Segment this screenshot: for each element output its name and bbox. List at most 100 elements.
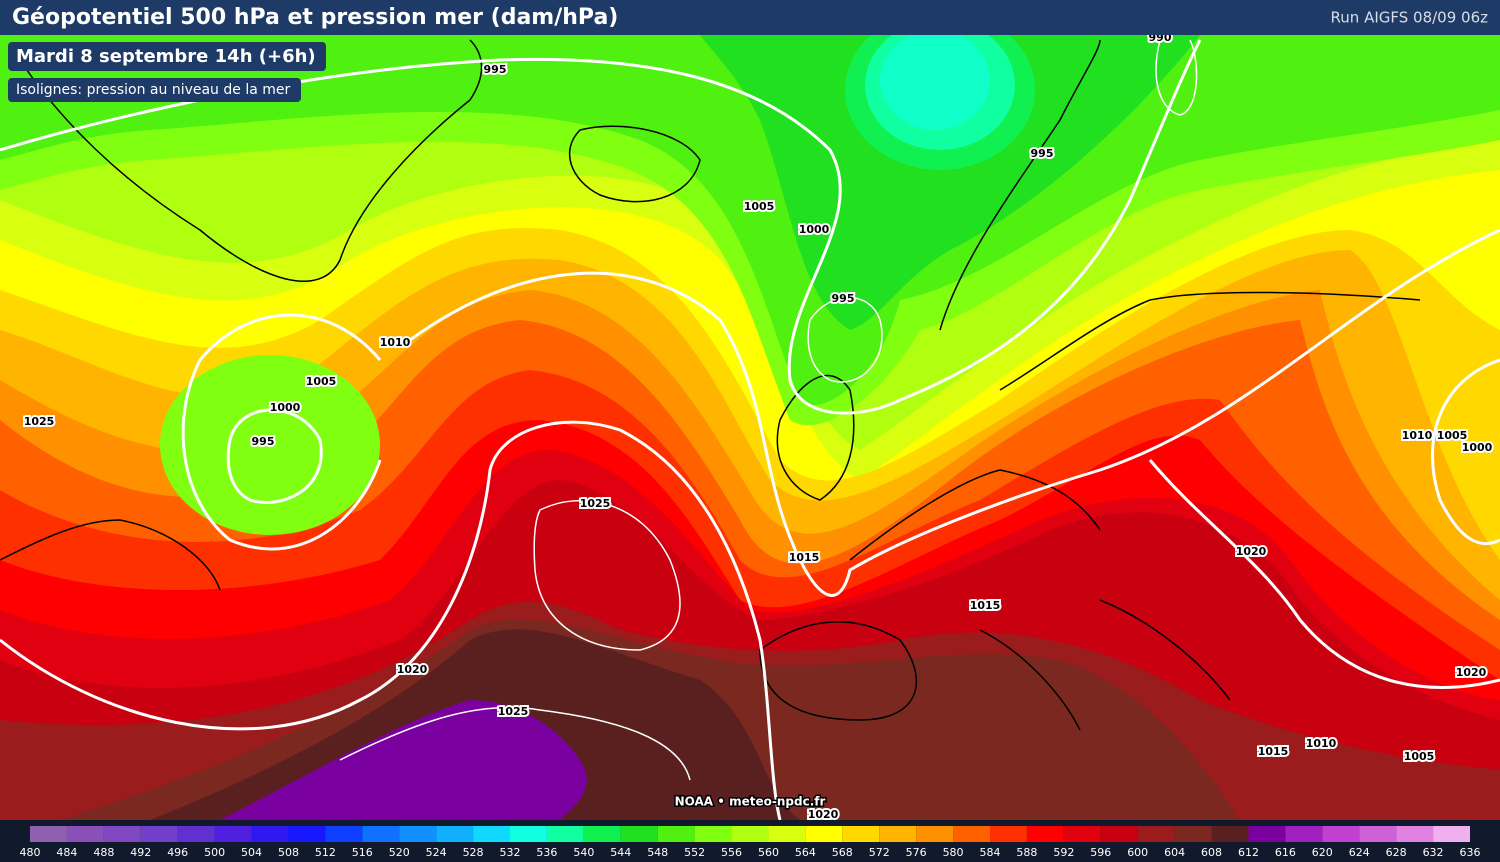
isobar-label: 1020 xyxy=(1236,545,1267,558)
colorbar-tick-label: 540 xyxy=(573,846,594,859)
colorbar-swatch xyxy=(879,826,917,842)
colorbar-tick-label: 492 xyxy=(130,846,151,859)
isobar-label: 1005 xyxy=(306,375,337,388)
field-band xyxy=(0,35,1500,406)
colorbar-tick-label: 516 xyxy=(352,846,373,859)
colorbar-swatch xyxy=(362,826,400,842)
colorbar-tick-label: 596 xyxy=(1090,846,1111,859)
colorbar-swatch xyxy=(990,826,1027,842)
field-band xyxy=(160,355,380,535)
run-label: Run AIGFS 08/09 06z xyxy=(1331,9,1489,27)
colorbar-tick-label: 508 xyxy=(278,846,299,859)
colorbar-tick-label: 512 xyxy=(315,846,336,859)
colorbar-tick-label: 616 xyxy=(1275,846,1296,859)
colorbar-tick-label: 608 xyxy=(1201,846,1222,859)
colorbar-swatch xyxy=(1359,826,1397,842)
field-band xyxy=(700,35,1200,330)
colorbar-tick-label: 628 xyxy=(1386,846,1407,859)
isobar-label: 995 xyxy=(252,435,275,448)
colorbar-swatch xyxy=(768,826,806,842)
colorbar-swatch xyxy=(1026,826,1064,842)
isobar-label: 1010 xyxy=(1402,429,1433,442)
colorbar-swatch xyxy=(694,826,732,842)
isolines-badge xyxy=(8,78,301,102)
isobar-label: 1010 xyxy=(380,336,411,349)
colorbar-swatch xyxy=(1248,826,1286,842)
colorbar-tick-label: 636 xyxy=(1460,846,1481,859)
colorbar-tick-label: 504 xyxy=(241,846,262,859)
colorbar-tick-label: 548 xyxy=(647,846,668,859)
isobar-label: 1025 xyxy=(580,497,611,510)
colorbar-swatch xyxy=(251,826,289,842)
colorbar-swatch xyxy=(1396,826,1434,842)
colorbar-tick-label: 604 xyxy=(1164,846,1185,859)
colorbar-swatch xyxy=(842,826,880,842)
isobars xyxy=(0,39,1500,821)
colorbar-swatch xyxy=(177,826,215,842)
colorbar-swatch xyxy=(436,826,474,842)
colorbar-tick-label: 520 xyxy=(389,846,410,859)
colorbar-tick-label: 560 xyxy=(758,846,779,859)
isobar-label: 1025 xyxy=(498,705,529,718)
colorbar-tick-label: 632 xyxy=(1423,846,1444,859)
coastline xyxy=(19,39,483,283)
colorbar-swatch xyxy=(288,826,326,842)
isobar-label: 995 xyxy=(832,292,855,305)
coastline xyxy=(569,125,701,203)
colorbar-tick-label: 524 xyxy=(426,846,447,859)
colorbar-tick-label: 544 xyxy=(610,846,631,859)
colorbar-swatch xyxy=(1137,826,1175,842)
colorbar: 480 484 488 492 496 500 504 508 512 516 520 524 528 5… xyxy=(20,826,1481,859)
isobar-label: 1005 xyxy=(1437,429,1468,442)
colorbar-swatch xyxy=(1174,826,1212,842)
colorbar-swatch xyxy=(916,826,954,842)
colorbar-tick-label: 532 xyxy=(500,846,521,859)
colorbar-swatch xyxy=(473,826,510,842)
colorbar-tick-label: 612 xyxy=(1238,846,1259,859)
colorbar-swatch xyxy=(546,826,584,842)
isobar-label: 1000 xyxy=(1462,441,1493,454)
colorbar-tick-label: 480 xyxy=(20,846,41,859)
coastline xyxy=(776,374,855,501)
isobar xyxy=(339,39,1198,781)
isobar-label: 1015 xyxy=(789,551,820,564)
colorbar-swatch xyxy=(1322,826,1360,842)
colorbar-swatch xyxy=(620,826,658,842)
colorbar-swatch xyxy=(30,826,67,842)
colorbar-swatch xyxy=(953,826,990,842)
colorbar-swatch xyxy=(510,826,547,842)
isobar-label: 1010 xyxy=(1306,737,1337,750)
colorbar-tick-label: 620 xyxy=(1312,846,1333,859)
field-band xyxy=(220,700,587,820)
isobar-label: 1000 xyxy=(799,223,830,236)
colorbar-tick-label: 536 xyxy=(536,846,557,859)
colorbar-swatch xyxy=(1433,826,1470,842)
colorbar-swatch xyxy=(805,826,843,842)
isolines-text: Isolignes: pression au niveau de la mer xyxy=(16,82,291,98)
colorbar-tick-label: 484 xyxy=(56,846,77,859)
colorbar-swatch xyxy=(1063,826,1101,842)
isobar xyxy=(807,296,883,383)
isobar-label: 1025 xyxy=(24,415,55,428)
isobar xyxy=(226,408,323,504)
isobar-label: 1020 xyxy=(397,663,428,676)
colorbar-tick-label: 528 xyxy=(463,846,484,859)
field xyxy=(0,10,1500,820)
colorbar-tick-label: 556 xyxy=(721,846,742,859)
isobar xyxy=(533,499,681,651)
colorbar-tick-label: 488 xyxy=(93,846,114,859)
isobar xyxy=(0,39,1202,415)
isobar-label: 1020 xyxy=(808,808,839,821)
colorbar-tick-label: 564 xyxy=(795,846,816,859)
colorbar-swatch xyxy=(214,826,252,842)
isobar-label: 1020 xyxy=(1456,666,1487,679)
colorbar-tick-label: 576 xyxy=(906,846,927,859)
colorbar-tick-label: 600 xyxy=(1127,846,1148,859)
colorbar-swatch xyxy=(583,826,621,842)
colorbar-swatch xyxy=(66,826,104,842)
coastline xyxy=(939,39,1421,391)
colorbar-swatch xyxy=(1100,826,1138,842)
time-badge xyxy=(8,42,326,71)
